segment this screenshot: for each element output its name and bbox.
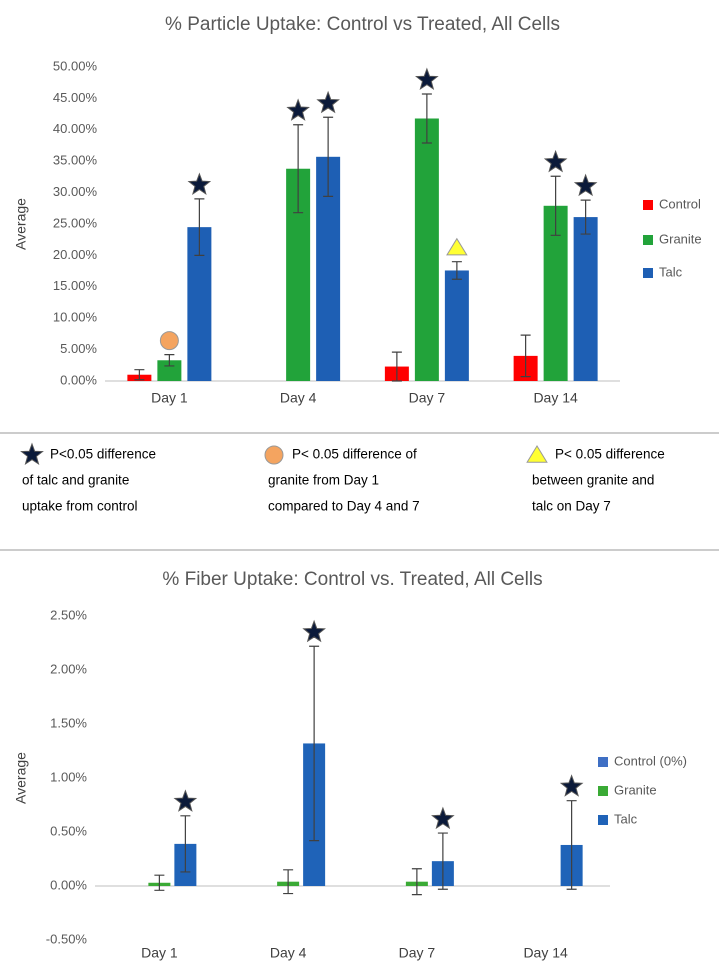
legend-swatch: [598, 815, 608, 825]
note-text: P< 0.05 difference of: [292, 447, 417, 462]
legend-label: Control (0%): [614, 753, 687, 768]
error-bar: [309, 645, 320, 842]
error-bar: [154, 874, 165, 891]
legend-label: Talc: [659, 264, 683, 279]
error-bar: [520, 334, 531, 378]
note-text: P<0.05 difference: [50, 447, 156, 462]
star-marker: [302, 619, 326, 643]
note-text: compared to Day 4 and 7: [268, 499, 420, 514]
y-tick-label: 30.00%: [53, 184, 98, 199]
triangle-marker: [526, 445, 548, 463]
legend-swatch: [643, 200, 653, 210]
error-bar: [164, 354, 175, 367]
error-bar: [180, 815, 191, 873]
error-bar: [391, 351, 402, 382]
y-tick-label: 45.00%: [53, 90, 98, 105]
y-tick-label: 15.00%: [53, 278, 98, 293]
error-bar: [580, 199, 591, 235]
y-tick-label: 1.00%: [50, 769, 87, 784]
star-marker: [187, 172, 212, 195]
x-tick-label: Day 14: [533, 390, 578, 406]
y-tick-label: 5.00%: [60, 341, 97, 356]
star-marker: [316, 90, 340, 114]
y-tick-label: 10.00%: [53, 310, 98, 325]
error-bar: [411, 868, 422, 896]
y-tick-label: -0.50%: [46, 931, 88, 946]
y-tick-label: 2.00%: [50, 661, 87, 676]
circle-marker: [264, 445, 284, 465]
x-tick-label: Day 14: [523, 945, 568, 961]
error-bar: [194, 198, 205, 256]
legend-label: Talc: [614, 811, 638, 826]
bar: [157, 360, 182, 381]
note-text: uptake from control: [22, 499, 138, 514]
chart-title: % Particle Uptake: Control vs Treated, A…: [165, 14, 560, 35]
x-tick-label: Day 1: [151, 390, 188, 406]
y-tick-label: 0.00%: [60, 372, 97, 387]
error-bar: [451, 261, 462, 280]
star-marker: [173, 789, 198, 812]
legend-swatch: [643, 268, 653, 278]
y-tick-label: 50.00%: [53, 58, 98, 73]
star-marker: [415, 67, 439, 91]
y-tick-label: 35.00%: [53, 153, 98, 168]
error-bar: [134, 369, 145, 381]
y-tick-label: 0.50%: [50, 823, 87, 838]
legend-label: Granite: [659, 231, 702, 246]
legend-label: Granite: [614, 782, 657, 797]
star-marker: [543, 149, 568, 173]
error-bar: [437, 832, 448, 890]
note-text: P< 0.05 difference: [555, 447, 665, 462]
y-tick-label: 25.00%: [53, 215, 98, 230]
x-tick-label: Day 4: [280, 390, 317, 406]
bar: [414, 118, 439, 381]
note-text: of talc and granite: [22, 473, 129, 488]
star-marker: [286, 98, 310, 121]
y-tick-label: 1.50%: [50, 715, 87, 730]
error-bar: [566, 800, 577, 890]
bar: [573, 217, 598, 381]
y-tick-label: 0.00%: [50, 877, 87, 892]
x-tick-label: Day 4: [270, 945, 307, 961]
star-marker: [559, 774, 584, 797]
legend-swatch: [643, 235, 653, 245]
star-marker: [431, 806, 455, 830]
bar: [444, 270, 469, 381]
y-axis-label: Average: [13, 752, 29, 804]
circle-marker: [159, 331, 179, 351]
chart-title: % Fiber Uptake: Control vs. Treated, All…: [162, 569, 542, 590]
note-text: between granite and: [532, 473, 654, 488]
error-bar: [323, 116, 334, 197]
error-bar: [421, 93, 432, 144]
legend-swatch: [598, 757, 608, 767]
error-bar: [293, 124, 304, 214]
y-axis-label: Average: [13, 198, 29, 250]
x-tick-label: Day 7: [409, 390, 446, 406]
triangle-marker: [446, 237, 468, 256]
note-text: granite from Day 1: [268, 473, 379, 488]
x-tick-label: Day 7: [399, 945, 436, 961]
legend-label: Control: [659, 196, 701, 211]
y-tick-label: 40.00%: [53, 121, 98, 136]
legend-swatch: [598, 786, 608, 796]
star-marker: [573, 173, 598, 197]
x-tick-label: Day 1: [141, 945, 178, 961]
y-tick-label: 20.00%: [53, 247, 98, 262]
error-bar: [550, 175, 561, 236]
y-tick-label: 2.50%: [50, 607, 87, 622]
note-text: talc on Day 7: [532, 499, 611, 514]
error-bar: [283, 869, 294, 895]
star-marker: [20, 442, 44, 466]
